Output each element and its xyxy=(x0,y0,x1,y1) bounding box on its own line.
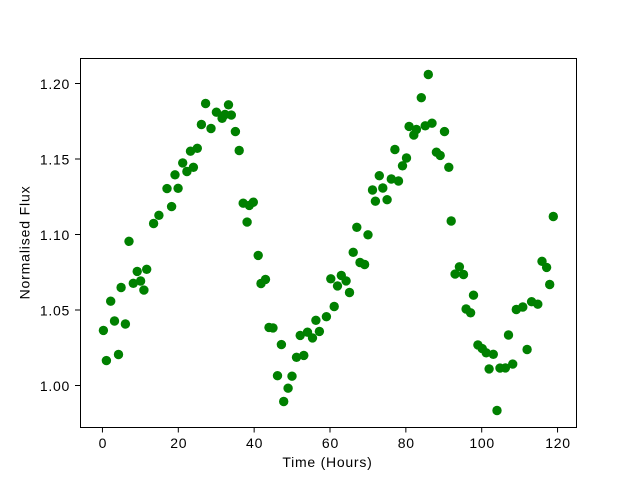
svg-text:1.00: 1.00 xyxy=(40,378,70,394)
svg-text:1.10: 1.10 xyxy=(40,227,70,243)
svg-text:80: 80 xyxy=(398,435,415,451)
svg-text:1.05: 1.05 xyxy=(40,302,70,318)
svg-text:60: 60 xyxy=(322,435,339,451)
svg-text:20: 20 xyxy=(170,435,187,451)
svg-text:100: 100 xyxy=(469,435,495,451)
svg-text:Normalised Flux: Normalised Flux xyxy=(17,186,33,300)
svg-text:1.15: 1.15 xyxy=(40,151,70,167)
svg-text:120: 120 xyxy=(545,435,571,451)
svg-text:1.20: 1.20 xyxy=(40,76,70,92)
svg-text:40: 40 xyxy=(246,435,263,451)
svg-text:Time (Hours): Time (Hours) xyxy=(282,454,372,470)
svg-text:0: 0 xyxy=(99,435,108,451)
